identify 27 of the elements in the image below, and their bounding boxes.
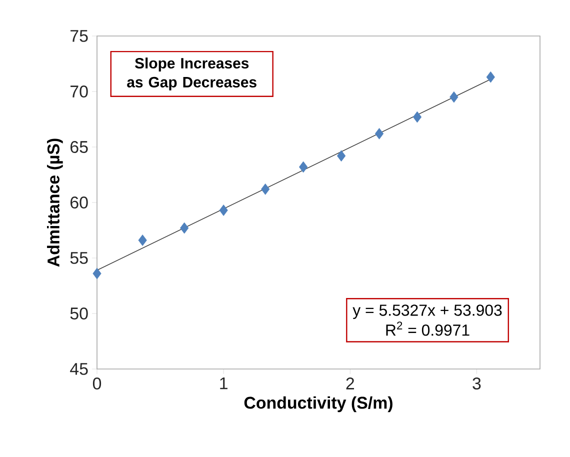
- x-tick-label: 3: [472, 378, 481, 390]
- point: [299, 161, 308, 173]
- annotation: Slope Increases as Gap Decreases: [127, 58, 256, 90]
- y-tick-label: 70: [70, 86, 88, 98]
- x-axis-title: Conductivity (S/m): [244, 396, 392, 412]
- point: [92, 268, 102, 280]
- x-tick-label: 0: [92, 378, 102, 390]
- annotation: R$^{2}$ = 0.9971: [386, 322, 470, 336]
- point: [261, 184, 270, 195]
- point: [138, 234, 147, 246]
- y-tick-label: 75: [70, 30, 88, 42]
- x-tick-label: 2: [346, 378, 354, 390]
- point: [486, 71, 495, 83]
- point: [180, 222, 189, 234]
- point: [374, 128, 384, 140]
- point: [450, 91, 458, 103]
- point: [336, 150, 346, 162]
- y-tick-label: 65: [70, 141, 88, 153]
- y-tick-label: 60: [70, 196, 88, 208]
- point: [219, 204, 228, 216]
- point: [412, 111, 422, 123]
- y-tick-label: 45: [70, 363, 88, 375]
- x-tick-label: 1: [220, 378, 228, 390]
- annotation: y = 5.5327x + 53.903: [352, 304, 502, 320]
- y-tick-label: 50: [70, 308, 88, 320]
- y-tick-label: 55: [70, 252, 88, 264]
- y-axis-title: Admittance (µS): [47, 138, 63, 267]
